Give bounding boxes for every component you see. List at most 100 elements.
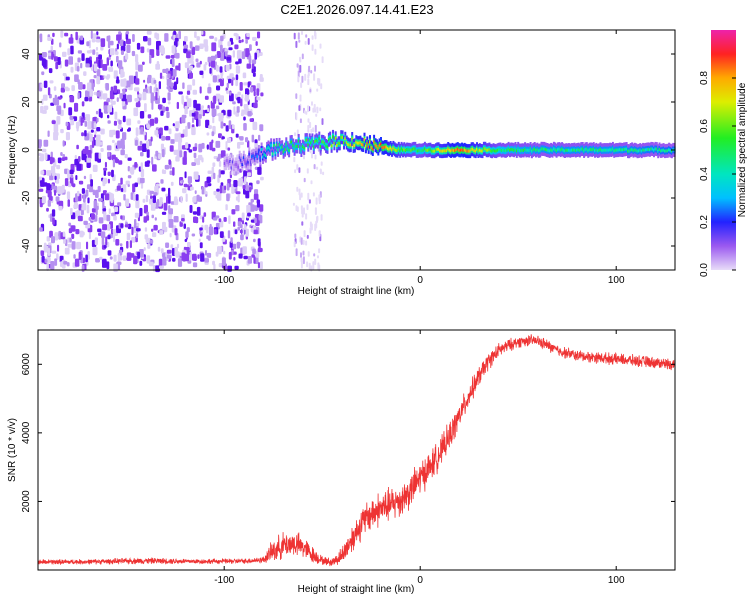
noise-blob xyxy=(156,61,160,68)
noise-blob xyxy=(154,217,157,221)
noise-blob xyxy=(50,261,55,270)
noise-blob xyxy=(49,230,53,238)
x-tick-label: -100 xyxy=(214,275,234,286)
track-core xyxy=(242,156,245,160)
track-core xyxy=(650,147,653,151)
noise-blob xyxy=(172,69,177,77)
noise-blob xyxy=(107,120,111,124)
noise-blob xyxy=(139,207,143,217)
noise-blob xyxy=(237,96,241,104)
noise-blob xyxy=(259,74,263,81)
noise-blob xyxy=(250,86,254,93)
track-core xyxy=(554,148,557,151)
track-core xyxy=(495,149,498,153)
noise-blob xyxy=(245,190,250,199)
noise-blob xyxy=(122,132,127,140)
noise-blob xyxy=(253,90,256,97)
noise-blob xyxy=(235,74,239,81)
track-core xyxy=(610,148,613,152)
noise-blob xyxy=(211,131,215,137)
noise-blob xyxy=(196,62,201,68)
track-core xyxy=(386,147,389,151)
noise-blob xyxy=(112,100,116,105)
noise-blob xyxy=(185,95,189,100)
track-core xyxy=(418,148,421,152)
noise-blob xyxy=(78,82,83,90)
noise-blob xyxy=(117,252,120,262)
noise-blob xyxy=(56,253,59,260)
noise-blob xyxy=(219,220,224,228)
noise-blob xyxy=(181,116,186,124)
colorbar-label: Normalized spectral amplitude xyxy=(737,82,748,217)
noise-blob xyxy=(56,116,61,125)
track-core xyxy=(598,148,601,152)
noise-blob xyxy=(213,263,216,270)
noise-blob xyxy=(172,167,175,176)
noise-blob xyxy=(41,52,47,58)
noise-blob xyxy=(77,92,80,100)
noise-blob xyxy=(54,232,59,241)
noise-blob xyxy=(75,31,78,41)
noise-blob xyxy=(143,79,146,83)
y-tick-label: 20 xyxy=(21,96,32,108)
track-core xyxy=(399,149,402,153)
noise-blob xyxy=(255,41,258,46)
noise-blob xyxy=(40,170,45,175)
noise-blob xyxy=(95,189,99,198)
noise-blob xyxy=(116,185,121,191)
noise-blob xyxy=(238,39,242,44)
track-core xyxy=(670,149,673,153)
noise-blob xyxy=(98,198,103,202)
sparse-blob xyxy=(322,171,325,176)
noise-blob xyxy=(209,67,212,74)
noise-blob xyxy=(199,86,202,94)
noise-blob xyxy=(242,72,247,79)
noise-blob xyxy=(164,125,169,131)
noise-blob xyxy=(77,57,81,63)
noise-blob xyxy=(237,221,242,227)
track-core xyxy=(422,148,425,152)
noise-blob xyxy=(123,40,126,47)
track-core xyxy=(595,148,598,152)
track-core xyxy=(238,156,241,160)
track-core xyxy=(380,142,382,146)
x-tick-label: -100 xyxy=(214,575,234,586)
noise-blob xyxy=(132,34,135,43)
sparse-blob xyxy=(296,63,299,68)
noise-blob xyxy=(253,229,258,235)
noise-blob xyxy=(251,254,255,258)
noise-blob xyxy=(111,139,115,143)
noise-blob xyxy=(251,134,255,143)
noise-blob xyxy=(229,63,232,70)
track-core xyxy=(636,149,639,153)
noise-blob xyxy=(192,262,198,268)
noise-blob xyxy=(124,154,128,159)
noise-blob xyxy=(247,140,250,148)
noise-blob xyxy=(239,141,244,145)
noise-blob xyxy=(213,172,216,180)
noise-blob xyxy=(135,127,139,136)
sparse-blob xyxy=(312,127,315,133)
track-core xyxy=(488,148,491,151)
noise-blob xyxy=(144,103,147,113)
noise-blob xyxy=(57,244,60,252)
noise-blob xyxy=(96,51,99,57)
sparse-blob xyxy=(307,105,310,113)
noise-blob xyxy=(227,41,231,47)
noise-blob xyxy=(183,44,189,49)
noise-blob xyxy=(159,45,164,53)
track-core xyxy=(473,149,476,153)
noise-blob xyxy=(185,231,189,238)
noise-blob xyxy=(59,42,62,48)
track-core xyxy=(583,149,586,153)
sparse-blob xyxy=(298,188,301,196)
noise-blob xyxy=(116,43,119,50)
sparse-blob xyxy=(295,112,298,121)
track-core xyxy=(530,149,533,153)
track-core xyxy=(624,147,627,151)
noise-blob xyxy=(80,35,84,41)
noise-blob xyxy=(83,175,87,180)
track-core xyxy=(415,149,418,153)
track-core xyxy=(644,148,647,152)
noise-blob xyxy=(171,58,175,68)
